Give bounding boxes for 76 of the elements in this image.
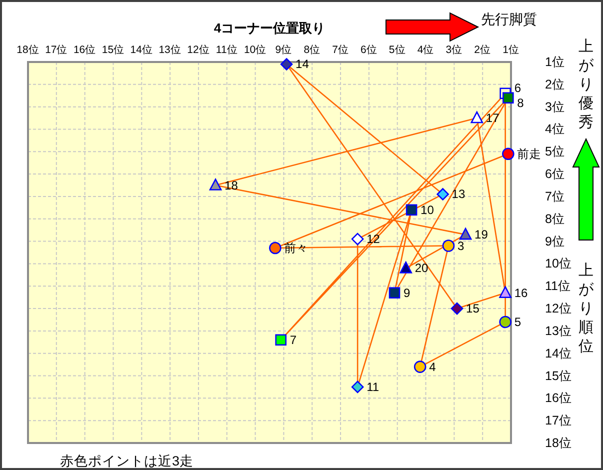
x-tick-label: 16位 [73, 44, 96, 56]
series-label: 5 [514, 314, 522, 329]
x-tick-label: 17位 [45, 44, 68, 56]
x-tick-label: 6位 [360, 44, 378, 56]
y-tick-label: 17位 [545, 414, 572, 428]
point [388, 287, 400, 298]
x-tick-label: 8位 [304, 44, 321, 56]
series-label: 8 [517, 96, 524, 110]
point [351, 380, 364, 394]
point [275, 334, 287, 346]
y-tick-label: 15位 [545, 368, 572, 383]
y-tick-label: 14位 [545, 346, 572, 360]
point [450, 302, 464, 315]
x-tick-label: 1位 [502, 44, 520, 56]
series-label: 15 [466, 302, 480, 316]
x-tick-label: 5位 [388, 44, 406, 56]
x-tick-label: 18位 [16, 44, 40, 56]
series-label: 14 [296, 57, 310, 72]
text: 上がり優秀 [578, 38, 594, 130]
point [442, 240, 455, 252]
x-tick-label: 3位 [446, 44, 463, 56]
y-tick-label: 12位 [545, 302, 572, 316]
point [499, 286, 512, 298]
y-tick-label: 5位 [545, 144, 565, 159]
x-tick-label: 13位 [158, 44, 182, 56]
point [470, 111, 484, 124]
point [351, 232, 364, 246]
series-label: 6 [514, 81, 522, 96]
x-tick-label: 15位 [102, 44, 125, 56]
x-tick-label: 4位 [417, 44, 434, 56]
series-label: 10 [420, 202, 434, 217]
y-tick-label: 11位 [545, 279, 571, 294]
x-tick-label: 12位 [187, 44, 210, 56]
series-label: 4 [429, 360, 436, 374]
x-axis-title: 4コーナー位置取り [214, 20, 326, 36]
text: 先行脚質 [481, 11, 537, 27]
point [280, 58, 293, 70]
x-tick-label: 11位 [216, 44, 238, 56]
series-label: 13 [452, 187, 466, 202]
y-tick-label: 4位 [545, 122, 565, 136]
point [502, 148, 514, 160]
point [406, 204, 418, 216]
x-tick-label: 9位 [275, 44, 292, 56]
point [499, 316, 512, 328]
y-tick-label: 7位 [545, 189, 565, 204]
point [209, 178, 222, 190]
y-tick-label: 6位 [545, 167, 565, 182]
y-axis-title: 上がり順位 [578, 262, 594, 354]
y-tick-label: 13位 [545, 324, 572, 338]
x-tick-label: 10位 [244, 44, 267, 56]
x-tick-label: 7位 [332, 44, 349, 56]
series-label: 11 [366, 380, 380, 394]
text: 赤色ポイントは近3走 [60, 454, 194, 468]
y-tick-label: 9位 [545, 234, 565, 248]
y-tick-label: 2位 [545, 77, 565, 92]
series-label: 前走 [517, 146, 542, 161]
x-tick-label: 2位 [474, 44, 492, 56]
point [459, 228, 472, 240]
y-tick-label: 10位 [545, 256, 572, 271]
y-tick-label: 18位 [545, 436, 572, 450]
point [269, 242, 282, 254]
series-label: 3 [457, 238, 464, 253]
y-tick-label: 3位 [545, 100, 565, 114]
point [502, 92, 514, 104]
series-label: 16 [514, 286, 528, 300]
y-tick-label: 1位 [545, 55, 565, 69]
y-tick-label: 8位 [545, 212, 565, 226]
x-tick-label: 14位 [130, 44, 153, 56]
series-label: 19 [474, 228, 488, 242]
point [436, 188, 449, 200]
series-label: 9 [404, 286, 411, 300]
point [414, 360, 426, 373]
point [400, 262, 412, 274]
y-tick-label: 16位 [545, 391, 572, 406]
series-label: 7 [290, 332, 297, 347]
series-label: 20 [414, 261, 429, 276]
